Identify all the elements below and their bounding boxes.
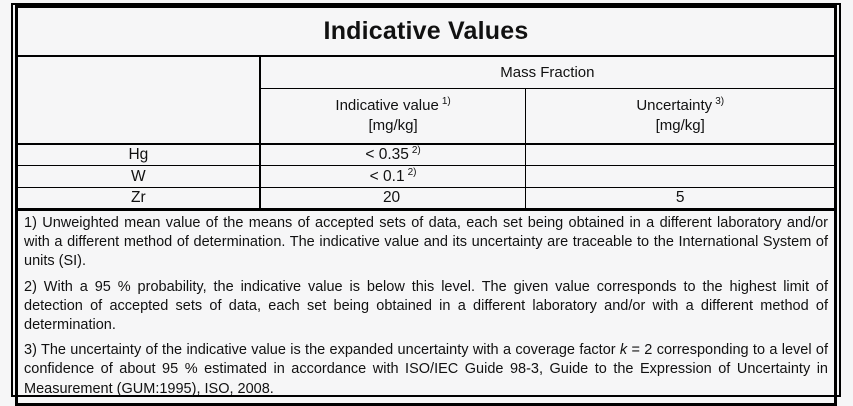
indicative-value-label: Indicative value xyxy=(335,96,439,114)
indicative-value: 20 xyxy=(382,189,401,206)
uncertainty-label: Uncertainty xyxy=(636,96,713,114)
column-header-uncertainty: Uncertainty 3) [mg/kg] xyxy=(525,88,836,145)
uncertainty-header-line: Uncertainty 3) xyxy=(526,96,834,116)
footnote-ref-3: 3) xyxy=(715,95,725,107)
footnotes-section: 1) Unweighted mean value of the means of… xyxy=(16,208,836,405)
uncertainty-unit: [mg/kg] xyxy=(655,116,705,134)
column-header-row: Indicative value 1) [mg/kg] Uncertainty 3)… xyxy=(17,88,836,145)
element-symbol: Hg xyxy=(16,143,261,166)
indicative-value-header-line: Indicative value 1) xyxy=(261,96,526,116)
corner-empty-cell xyxy=(16,55,261,145)
table-row-zr: Zr 20 5 xyxy=(16,187,836,211)
indicative-value: < 0.1 xyxy=(369,167,405,185)
mass-fraction-header: Mass Fraction xyxy=(259,55,836,89)
footnote-3-text-post: = 2 corresponding to a level of confiden… xyxy=(24,342,828,397)
footnotes-row: 1) Unweighted mean value of the means of… xyxy=(16,208,836,405)
footnote-1: 1) Unweighted mean value of the means of… xyxy=(24,215,828,270)
uncertainty-cell xyxy=(525,165,836,188)
footnote-2: 2) With a 95 % probability, the indicati… xyxy=(24,278,828,334)
footnote-3: 3) The uncertainty of the indicative val… xyxy=(24,341,828,399)
footnote-3-text-pre: 3) The uncertainty of the indicative val… xyxy=(24,342,620,359)
table-row-w: W < 0.1 2) xyxy=(16,165,836,188)
group-header-row: Mass Fraction xyxy=(16,55,836,145)
indicative-value: < 0.35 xyxy=(365,145,409,163)
element-symbol: Zr xyxy=(16,187,261,211)
indicative-value-cell: < 0.35 2) xyxy=(259,143,527,166)
footnote-ref-2: 2) xyxy=(407,166,417,178)
indicative-value-cell: < 0.1 2) xyxy=(259,165,527,188)
indicative-value-cell: 20 xyxy=(259,187,527,211)
element-symbol: W xyxy=(16,165,261,188)
document-frame: Indicative Values Mass Fraction Indicati… xyxy=(11,3,841,406)
footnote-ref-2: 2) xyxy=(411,144,421,156)
indicative-values-table: Indicative Values Mass Fraction Indicati… xyxy=(15,5,837,406)
indicative-value-unit: [mg/kg] xyxy=(368,116,418,134)
footnote-ref-1: 1) xyxy=(441,95,451,107)
title-row: Indicative Values xyxy=(16,6,836,57)
table-title: Indicative Values xyxy=(16,6,836,57)
coverage-factor-k: k xyxy=(619,342,628,359)
table-row-hg: Hg < 0.35 2) xyxy=(16,143,836,166)
column-header-indicative-value: Indicative value 1) [mg/kg] xyxy=(259,88,527,145)
uncertainty-cell xyxy=(525,143,836,166)
uncertainty-cell: 5 xyxy=(525,187,836,211)
